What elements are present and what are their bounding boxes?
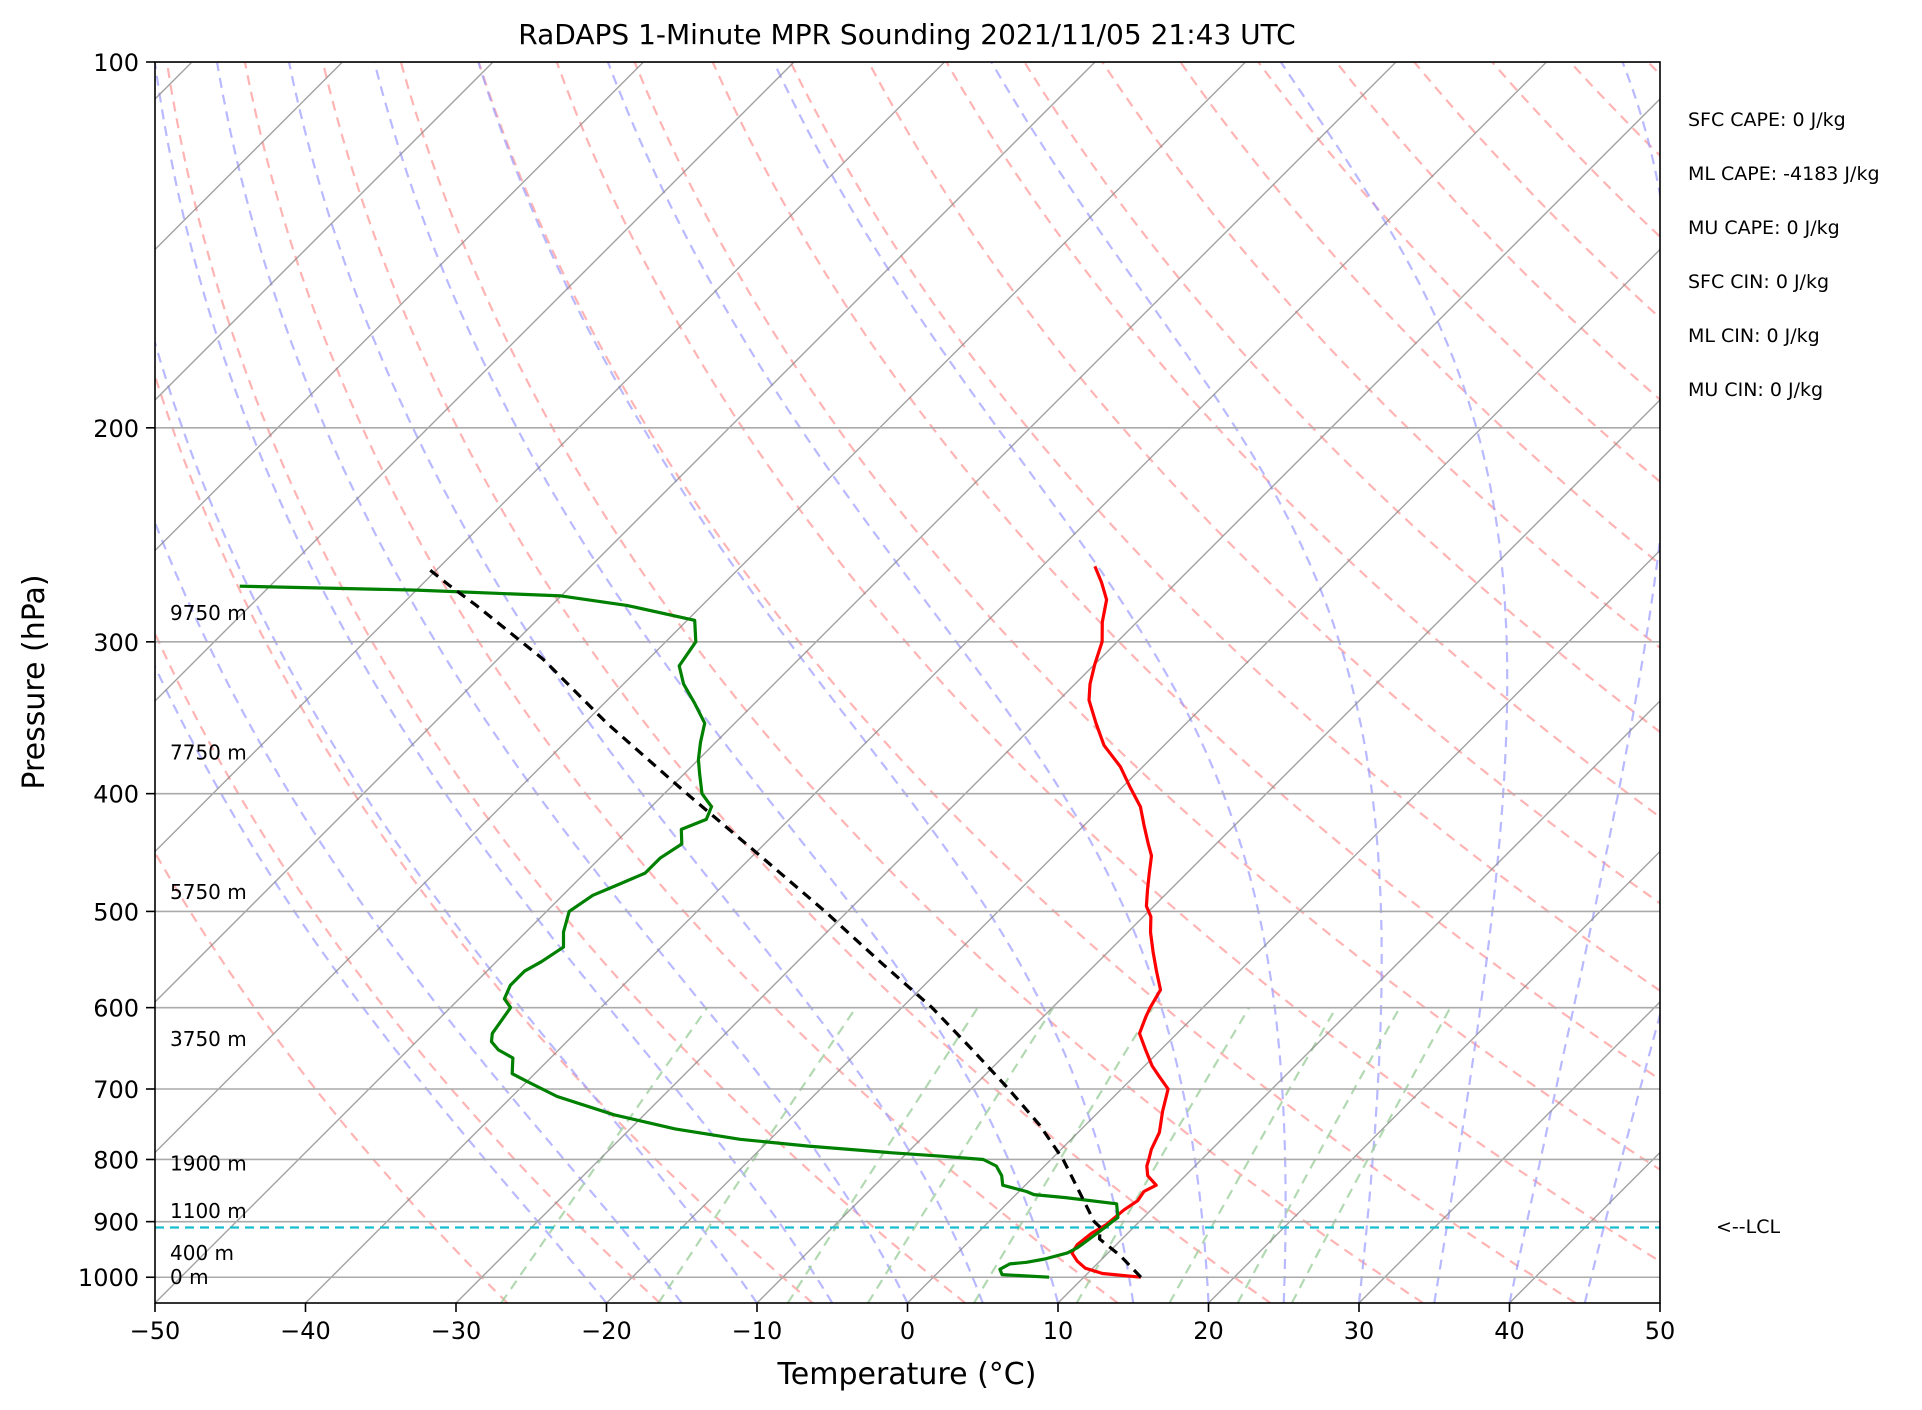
x-tick-label: 0 bbox=[900, 1317, 915, 1345]
x-tick-label: 50 bbox=[1645, 1317, 1676, 1345]
y-axis-label: Pressure (hPa) bbox=[17, 574, 52, 789]
height-label: 3750 m bbox=[170, 1027, 247, 1051]
mu-cape-text: MU CAPE: 0 J/kg bbox=[1688, 216, 1918, 270]
x-tick-label: 10 bbox=[1043, 1317, 1074, 1345]
y-tick-label: 1000 bbox=[78, 1264, 139, 1292]
x-tick-label: 20 bbox=[1193, 1317, 1224, 1345]
chart-title: RaDAPS 1-Minute MPR Sounding 2021/11/05 … bbox=[518, 18, 1295, 51]
y-tick-label: 500 bbox=[93, 898, 139, 926]
ml-cin-text: ML CIN: 0 J/kg bbox=[1688, 324, 1918, 378]
y-tick-label: 400 bbox=[93, 781, 139, 809]
height-label: 1900 m bbox=[170, 1151, 247, 1175]
height-label: 400 m bbox=[170, 1241, 234, 1265]
y-tick-label: 300 bbox=[93, 629, 139, 657]
y-tick-label: 800 bbox=[93, 1146, 139, 1174]
stats-panel: SFC CAPE: 0 J/kg ML CAPE: -4183 J/kg MU … bbox=[1688, 108, 1918, 432]
x-tick-label: 40 bbox=[1494, 1317, 1525, 1345]
x-tick-label: 30 bbox=[1344, 1317, 1375, 1345]
y-tick-label: 900 bbox=[93, 1209, 139, 1237]
y-tick-label: 200 bbox=[93, 415, 139, 443]
lcl-label: <--LCL bbox=[1716, 1216, 1780, 1238]
y-tick-label: 600 bbox=[93, 995, 139, 1023]
x-tick-label: −40 bbox=[280, 1317, 331, 1345]
x-tick-label: −10 bbox=[732, 1317, 783, 1345]
height-label: 0 m bbox=[170, 1265, 209, 1289]
sfc-cape-text: SFC CAPE: 0 J/kg bbox=[1688, 108, 1918, 162]
mu-cin-text: MU CIN: 0 J/kg bbox=[1688, 378, 1918, 432]
y-tick-label: 100 bbox=[93, 49, 139, 77]
x-axis-label: Temperature (°C) bbox=[777, 1357, 1037, 1392]
y-tick-label: 700 bbox=[93, 1076, 139, 1104]
height-label: 5750 m bbox=[170, 880, 247, 904]
x-tick-label: −50 bbox=[130, 1317, 181, 1345]
height-label: 7750 m bbox=[170, 741, 247, 765]
x-tick-label: −30 bbox=[431, 1317, 482, 1345]
height-label: 9750 m bbox=[170, 601, 247, 625]
height-label: 1100 m bbox=[170, 1199, 247, 1223]
x-tick-label: −20 bbox=[581, 1317, 632, 1345]
ml-cape-text: ML CAPE: -4183 J/kg bbox=[1688, 162, 1918, 216]
sfc-cin-text: SFC CIN: 0 J/kg bbox=[1688, 270, 1918, 324]
